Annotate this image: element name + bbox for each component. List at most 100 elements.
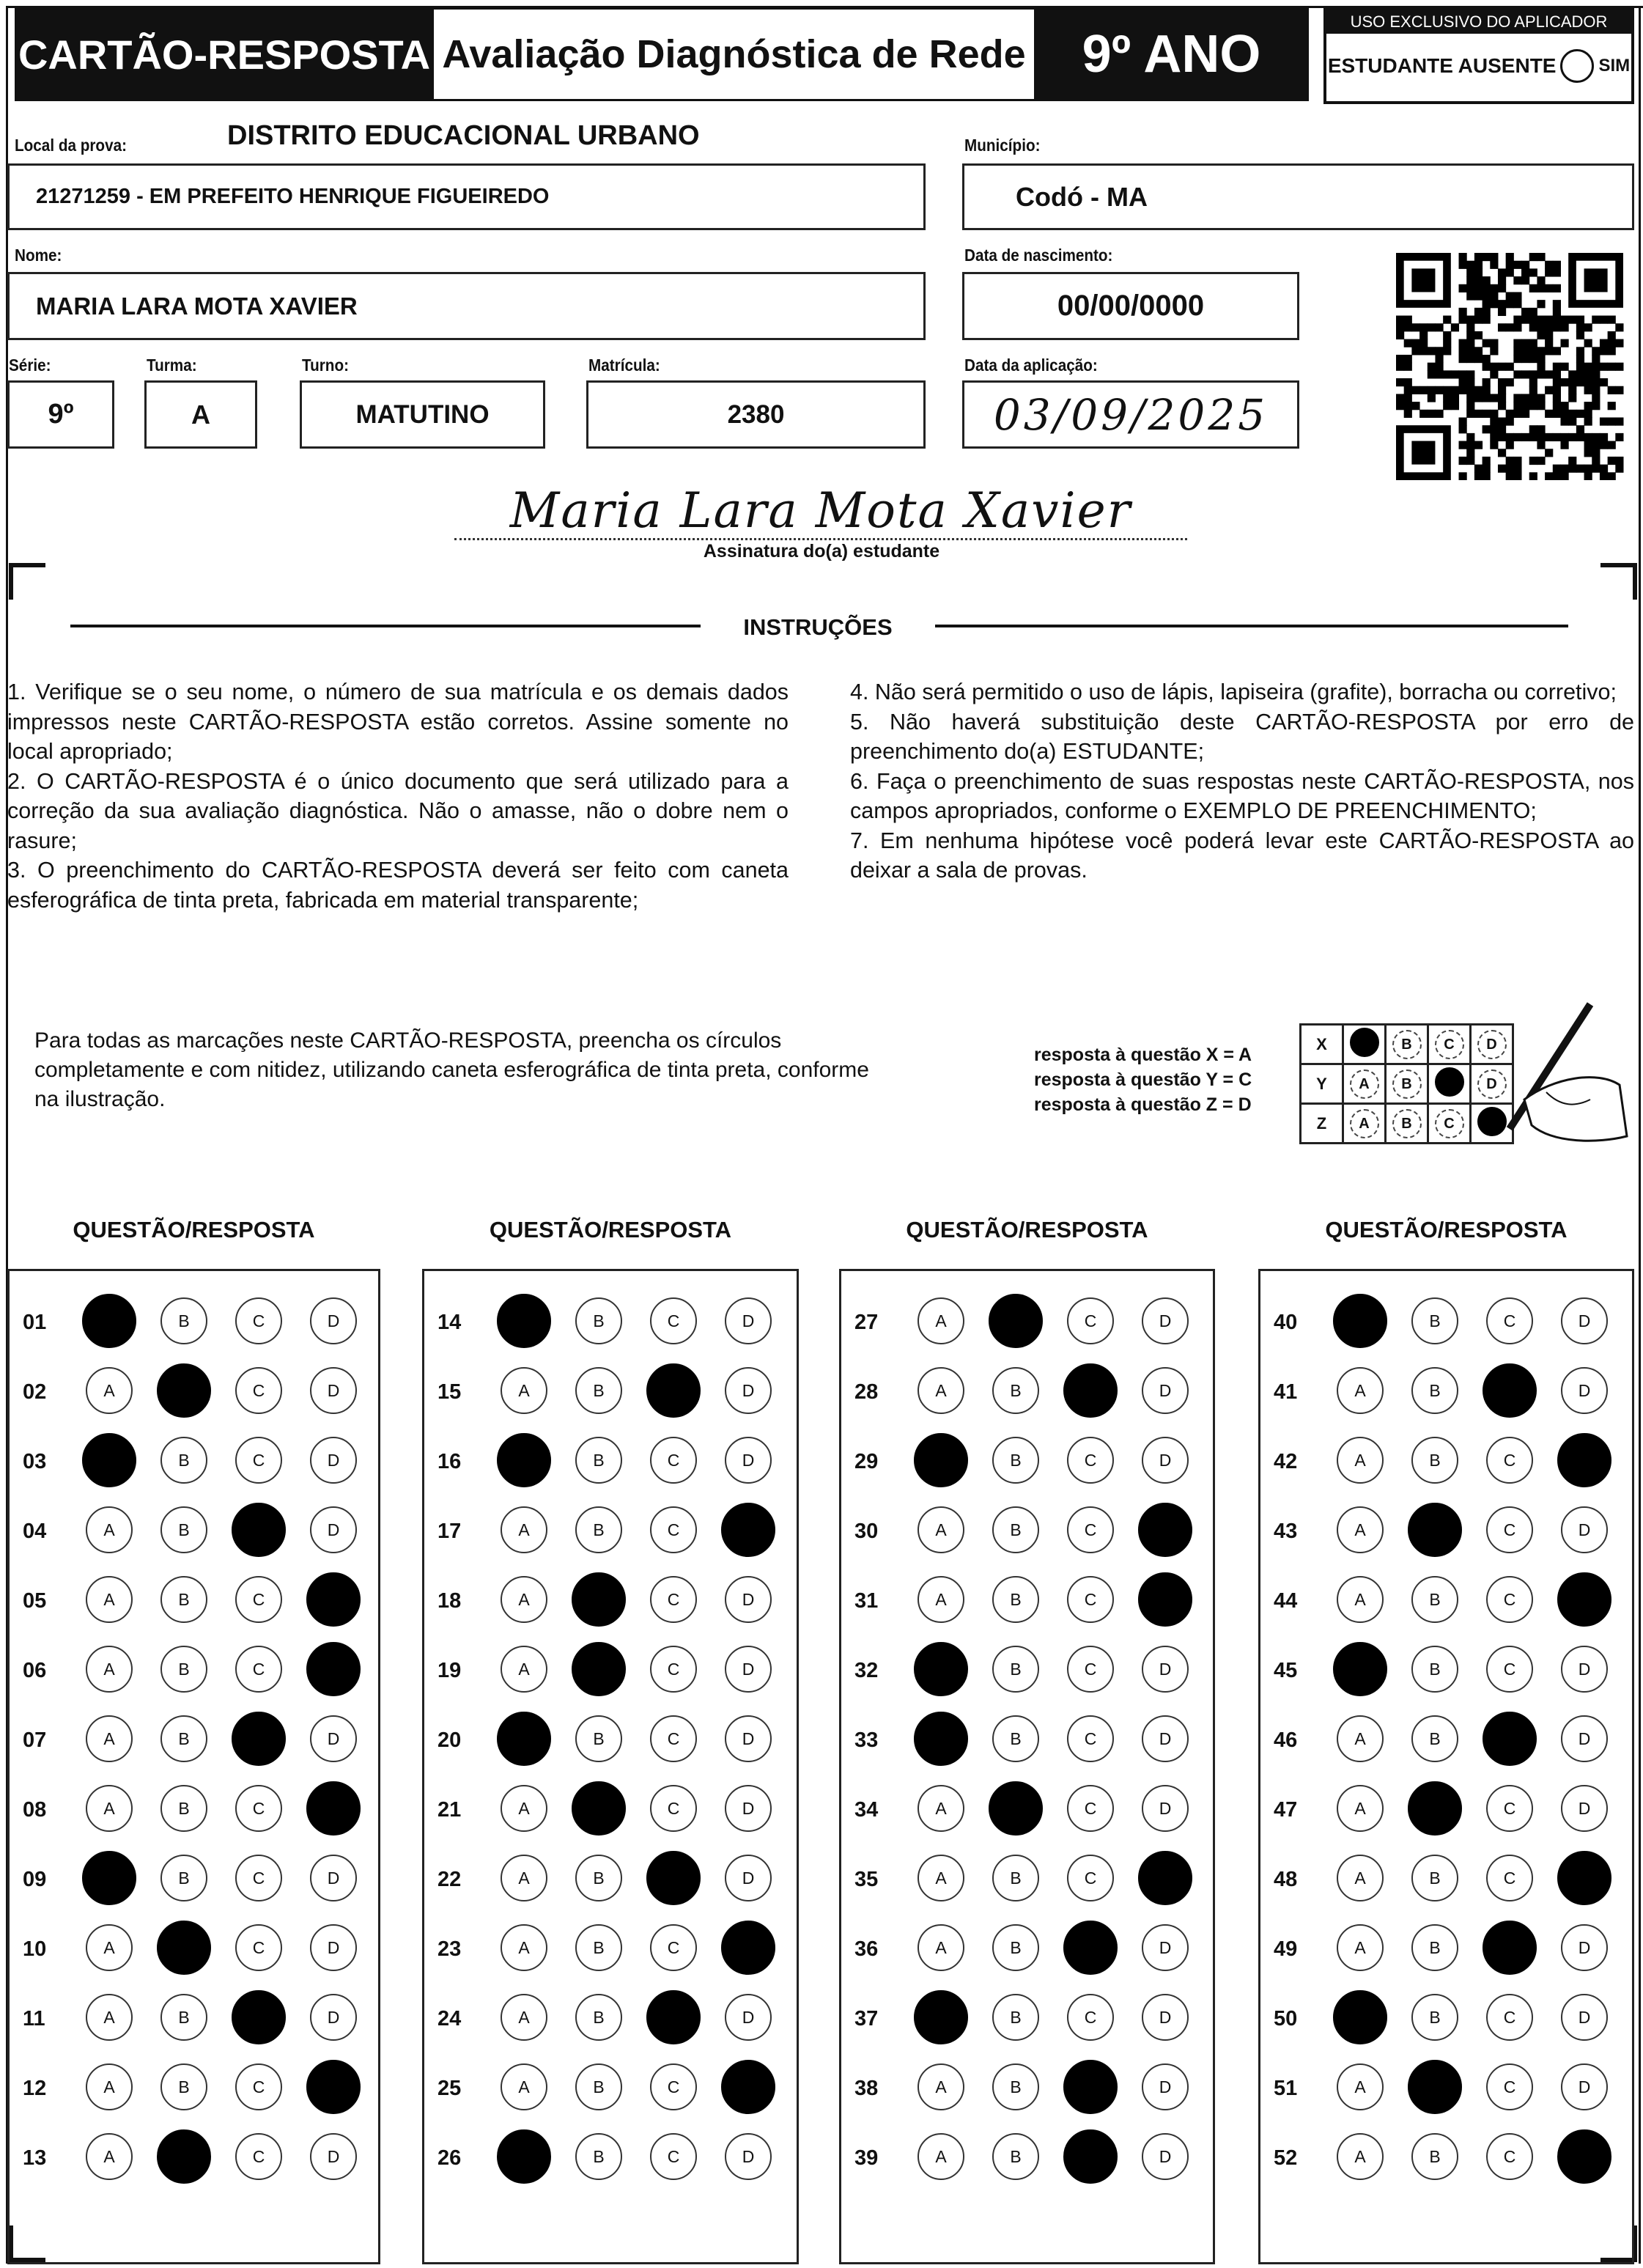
bubble-c[interactable]: C: [1486, 2063, 1533, 2110]
bubble-c[interactable]: C: [650, 2063, 697, 2110]
bubble-d[interactable]: D: [310, 1506, 357, 1553]
bubble-b[interactable]: B: [992, 1506, 1039, 1553]
bubble-b[interactable]: B: [575, 1506, 622, 1553]
bubble-c[interactable]: C: [1486, 1785, 1533, 1832]
bubble-d[interactable]: D: [725, 2133, 772, 2180]
bubble-c[interactable]: C: [1486, 1646, 1533, 1693]
bubble-d[interactable]: D: [1561, 2063, 1608, 2110]
bubble-b[interactable]: B: [1411, 1994, 1458, 2041]
bubble-c[interactable]: C: [1067, 1506, 1114, 1553]
bubble-b[interactable]: B: [160, 1297, 207, 1344]
bubble-c[interactable]: C: [1486, 1576, 1533, 1623]
bubble-b[interactable]: B: [992, 1576, 1039, 1623]
bubble-c[interactable]: C: [235, 1367, 282, 1414]
bubble-d[interactable]: D: [1561, 1506, 1608, 1553]
bubble-d[interactable]: D: [1142, 1715, 1189, 1762]
bubble-d[interactable]: D: [1561, 1646, 1608, 1693]
bubble-b[interactable]: B: [992, 1994, 1039, 2041]
bubble-b[interactable]: [572, 1781, 626, 1836]
bubble-a[interactable]: A: [1337, 1367, 1384, 1414]
bubble-b[interactable]: [572, 1642, 626, 1696]
bubble-c[interactable]: C: [1486, 1506, 1533, 1553]
bubble-b[interactable]: B: [1411, 1646, 1458, 1693]
bubble-b[interactable]: B: [160, 2063, 207, 2110]
bubble-d[interactable]: [721, 1921, 775, 1975]
bubble-b[interactable]: B: [575, 1715, 622, 1762]
bubble-b[interactable]: B: [575, 2133, 622, 2180]
bubble-c[interactable]: C: [1067, 1715, 1114, 1762]
bubble-d[interactable]: [1138, 1503, 1192, 1557]
bubble-c[interactable]: C: [235, 2063, 282, 2110]
bubble-c[interactable]: C: [1486, 1297, 1533, 1344]
bubble-a[interactable]: [497, 2129, 551, 2184]
bubble-b[interactable]: B: [1411, 1715, 1458, 1762]
bubble-a[interactable]: A: [918, 1297, 964, 1344]
bubble-d[interactable]: D: [725, 1297, 772, 1344]
bubble-b[interactable]: B: [160, 1855, 207, 1901]
bubble-a[interactable]: A: [918, 1924, 964, 1971]
bubble-a[interactable]: A: [1337, 2063, 1384, 2110]
bubble-b[interactable]: B: [160, 1437, 207, 1484]
bubble-b[interactable]: B: [575, 1994, 622, 2041]
bubble-c[interactable]: [232, 1990, 286, 2044]
bubble-d[interactable]: D: [310, 1437, 357, 1484]
bubble-d[interactable]: [306, 1642, 361, 1696]
bubble-d[interactable]: D: [310, 1367, 357, 1414]
bubble-c[interactable]: C: [235, 1297, 282, 1344]
bubble-d[interactable]: [1557, 1433, 1611, 1487]
bubble-a[interactable]: A: [918, 1785, 964, 1832]
bubble-d[interactable]: [306, 1572, 361, 1627]
bubble-c[interactable]: [1063, 1921, 1118, 1975]
bubble-c[interactable]: [1063, 1363, 1118, 1418]
bubble-b[interactable]: B: [160, 1785, 207, 1832]
bubble-b[interactable]: [989, 1781, 1043, 1836]
bubble-c[interactable]: [1063, 2060, 1118, 2114]
bubble-c[interactable]: C: [235, 1646, 282, 1693]
bubble-d[interactable]: D: [725, 1994, 772, 2041]
bubble-c[interactable]: C: [1486, 1855, 1533, 1901]
bubble-b[interactable]: B: [992, 1855, 1039, 1901]
bubble-d[interactable]: D: [1142, 1785, 1189, 1832]
bubble-c[interactable]: [1483, 1363, 1537, 1418]
bubble-d[interactable]: D: [1561, 1785, 1608, 1832]
bubble-a[interactable]: A: [86, 1924, 133, 1971]
bubble-d[interactable]: D: [725, 1367, 772, 1414]
bubble-c[interactable]: C: [1067, 1437, 1114, 1484]
bubble-d[interactable]: [1557, 1572, 1611, 1627]
bubble-b[interactable]: B: [160, 1715, 207, 1762]
bubble-b[interactable]: B: [992, 1367, 1039, 1414]
bubble-c[interactable]: C: [650, 1297, 697, 1344]
bubble-d[interactable]: D: [1561, 1715, 1608, 1762]
bubble-a[interactable]: [914, 1712, 968, 1766]
bubble-d[interactable]: D: [1561, 1924, 1608, 1971]
bubble-a[interactable]: [914, 1433, 968, 1487]
bubble-c[interactable]: [646, 1363, 701, 1418]
bubble-a[interactable]: [914, 1642, 968, 1696]
bubble-b[interactable]: B: [1411, 1855, 1458, 1901]
bubble-c[interactable]: [1483, 1712, 1537, 1766]
bubble-b[interactable]: [1408, 2060, 1462, 2114]
bubble-a[interactable]: A: [1337, 1924, 1384, 1971]
bubble-c[interactable]: [646, 1851, 701, 1905]
bubble-a[interactable]: A: [918, 1576, 964, 1623]
bubble-b[interactable]: B: [575, 1855, 622, 1901]
bubble-c[interactable]: [232, 1503, 286, 1557]
bubble-b[interactable]: B: [992, 1924, 1039, 1971]
bubble-a[interactable]: A: [501, 1924, 547, 1971]
bubble-a[interactable]: A: [1337, 1506, 1384, 1553]
bubble-a[interactable]: A: [501, 1855, 547, 1901]
bubble-a[interactable]: [1333, 1642, 1387, 1696]
bubble-a[interactable]: [1333, 1294, 1387, 1348]
bubble-c[interactable]: C: [235, 1576, 282, 1623]
bubble-a[interactable]: A: [501, 1785, 547, 1832]
bubble-a[interactable]: A: [86, 1367, 133, 1414]
bubble-a[interactable]: A: [918, 2133, 964, 2180]
bubble-d[interactable]: D: [725, 1855, 772, 1901]
bubble-b[interactable]: B: [1411, 1297, 1458, 1344]
bubble-c[interactable]: C: [650, 1924, 697, 1971]
bubble-d[interactable]: D: [1142, 1437, 1189, 1484]
bubble-c[interactable]: [646, 1990, 701, 2044]
bubble-d[interactable]: D: [1142, 1297, 1189, 1344]
bubble-c[interactable]: C: [235, 2133, 282, 2180]
bubble-a[interactable]: A: [86, 1646, 133, 1693]
